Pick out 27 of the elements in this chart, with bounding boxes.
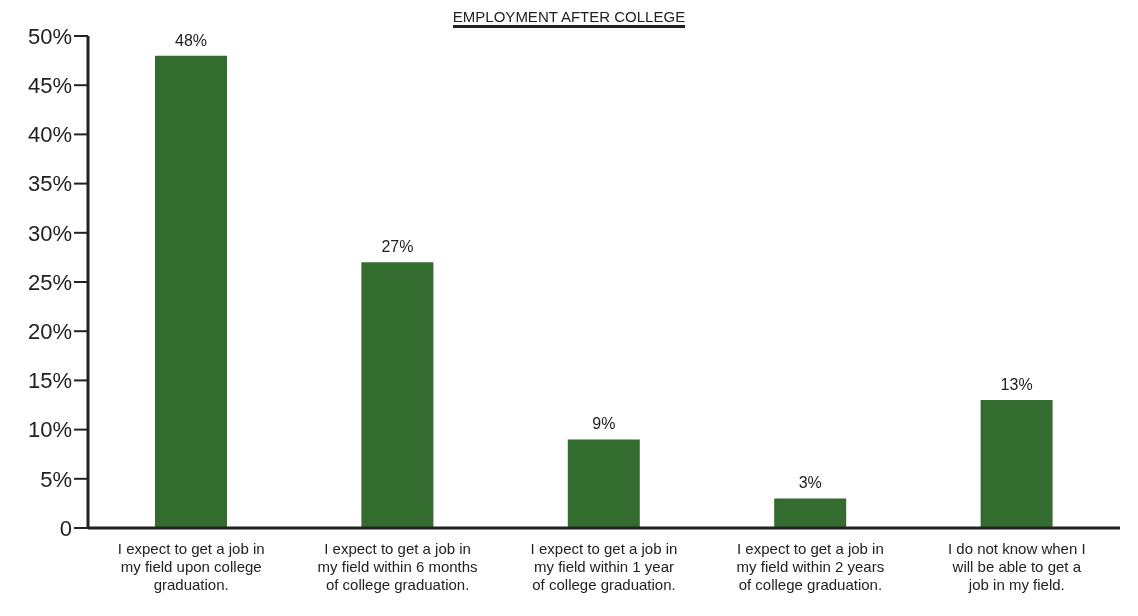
x-tick-label: I expect to get a job in my field within 2 years of college graduation. <box>736 540 885 593</box>
bar <box>567 439 640 528</box>
data-label: 9% <box>592 415 616 433</box>
data-label: 13% <box>1000 376 1033 394</box>
y-tick-label: 25% <box>27 269 72 295</box>
x-tick-label: I expect to get a job in my field within 6 months of college graduation. <box>317 540 478 593</box>
y-tick-label: 5% <box>40 466 72 492</box>
y-tick-label: 10% <box>27 417 72 443</box>
chart-title: EMPLOYMENT AFTER COLLEGE <box>452 8 686 28</box>
x-tick-label: I expect to get a job in my field within 1 year of college graduation. <box>530 540 678 593</box>
data-label: 3% <box>798 474 822 492</box>
data-label: 27% <box>381 238 414 256</box>
x-tick-label: I do not know when I will be able to get a job in my field. <box>948 540 1086 593</box>
y-tick-label: 20% <box>27 319 72 345</box>
y-tick-label: 40% <box>27 122 72 148</box>
y-tick-label: 30% <box>27 220 72 246</box>
data-label: 48% <box>174 31 208 49</box>
y-tick-label: 0 <box>59 515 72 541</box>
y-tick-label: 45% <box>27 73 72 99</box>
y-tick-label: 50% <box>27 23 72 49</box>
y-tick-label: 35% <box>27 171 72 197</box>
bar <box>155 55 227 528</box>
y-tick-label: 15% <box>27 368 72 394</box>
bar <box>361 262 434 528</box>
x-tick-label: I expect to get a job in my field upon college graduation. <box>117 540 265 593</box>
bar <box>980 400 1053 528</box>
bar <box>774 498 847 528</box>
